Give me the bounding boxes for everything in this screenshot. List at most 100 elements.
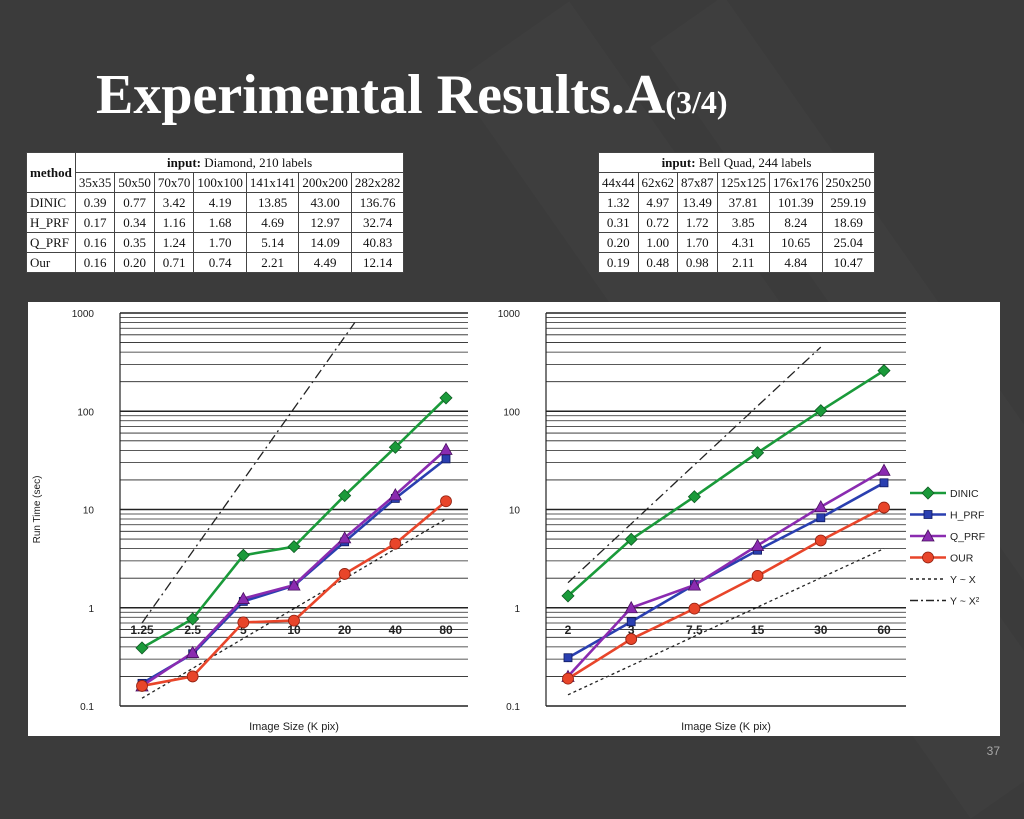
table-cell: 136.76 [350, 192, 405, 213]
table-cell: 0.17 [74, 212, 116, 233]
y-tick-label: 100 [77, 407, 94, 418]
table-cell: 3.85 [716, 212, 770, 233]
table-cell: 0.16 [74, 232, 116, 253]
table-cell: 18.69 [821, 212, 875, 233]
x-tick-label: 1.25 [130, 623, 154, 637]
table-corner-label: method [26, 152, 76, 193]
table-method-cell: Our [26, 252, 76, 273]
results-table-diamond: method input: Diamond, 210 labels 35x35 5… [26, 152, 405, 273]
table-column-header: 282x282 [350, 172, 405, 193]
legend-label: DINIC [950, 488, 979, 500]
data-point [816, 513, 826, 523]
reference-line [567, 548, 885, 696]
table-cell: 259.19 [821, 192, 875, 213]
y-tick-label: 10 [83, 506, 95, 517]
slide-title-suffix: (3/4) [665, 84, 728, 120]
x-axis-label: Image Size (K pix) [681, 721, 771, 733]
table-cell: 40.83 [350, 232, 405, 253]
data-point [185, 645, 200, 658]
table-cell: 4.19 [193, 192, 247, 213]
legend-marker [921, 529, 935, 542]
y-tick-label: 1 [514, 604, 520, 615]
table-method-cell: DINIC [26, 192, 76, 213]
table-cell: 1.68 [193, 212, 247, 233]
legend-marker [921, 486, 935, 500]
table-cell: 0.71 [153, 252, 195, 273]
data-point [388, 440, 402, 454]
data-point [814, 534, 827, 547]
data-point [561, 589, 575, 603]
x-tick-label: 15 [751, 623, 765, 637]
series-line [567, 506, 885, 680]
table-cell: 13.85 [245, 192, 300, 213]
table-cell: 4.49 [298, 252, 352, 273]
table-cell: 0.20 [598, 232, 639, 253]
charts-svg: 1000 100 10 1 0.1 1.25 2.5 5 10 20 40 80 Run Time (s… [32, 309, 985, 733]
table-row: 1.32 4.97 13.49 37.81 101.39 259.19 [598, 192, 875, 213]
table-cell: 12.14 [350, 252, 405, 273]
data-point [751, 446, 765, 460]
table-cell: 3.42 [153, 192, 195, 213]
x-tick-label: 5 [240, 623, 247, 637]
data-point [625, 633, 638, 645]
y-tick-label: 1000 [72, 309, 95, 320]
data-point [814, 404, 828, 418]
data-point [877, 463, 891, 476]
table-row: Q_PRF 0.16 0.35 1.24 1.70 5.14 14.09 40.83 [26, 232, 405, 253]
data-point [388, 488, 403, 501]
legend-label: Q_PRF [950, 531, 985, 543]
page-number: 37 [986, 744, 1000, 758]
table-cell: 4.69 [245, 212, 300, 233]
slide-title: Experimental Results.A(3/4) [96, 60, 728, 137]
series-line [567, 481, 885, 659]
y-tick-label: 1000 [498, 309, 521, 320]
series-line [567, 369, 885, 597]
data-point [136, 680, 148, 692]
table-cell: 0.16 [74, 252, 116, 273]
data-point [624, 600, 638, 614]
table-input-header: input: Diamond, 210 labels [74, 152, 405, 173]
legend-label: Y ~ X [950, 574, 976, 586]
table-cell: 0.39 [74, 192, 116, 213]
y-tick-label: 0.1 [506, 702, 520, 713]
data-point [878, 501, 890, 514]
table-input-header: input: Bell Quad, 244 labels [598, 152, 875, 173]
table-row: H_PRF 0.17 0.34 1.16 1.68 4.69 12.97 32.74 [26, 212, 405, 233]
table-row: 0.31 0.72 1.72 3.85 8.24 18.69 [598, 212, 875, 233]
table-cell: 0.48 [637, 252, 678, 273]
table-cell: 1.70 [677, 232, 718, 253]
table-cell: 37.81 [716, 192, 770, 213]
data-point [439, 442, 453, 455]
slide-title-main: Experimental Results.A [96, 64, 666, 126]
data-point [237, 616, 250, 629]
data-point [186, 612, 200, 626]
data-point [687, 578, 702, 591]
table-cell: 10.47 [821, 252, 875, 273]
data-point [439, 391, 453, 405]
x-tick-label: 30 [814, 623, 828, 637]
data-point [687, 490, 701, 504]
table-cell: 4.31 [716, 232, 770, 253]
data-point [624, 532, 638, 546]
x-tick-label: 2 [565, 623, 572, 637]
table-column-header: 200x200 [298, 172, 352, 193]
data-point [236, 591, 251, 604]
table-column-header: 125x125 [716, 172, 770, 193]
table-cell: 25.04 [821, 232, 875, 253]
table-column-header: 87x87 [677, 172, 718, 193]
table-column-header: 250x250 [821, 172, 875, 193]
y-tick-label: 10 [509, 506, 521, 517]
table-column-header: 50x50 [114, 172, 155, 193]
table-cell: 0.72 [637, 212, 678, 233]
y-tick-label: 1 [88, 604, 94, 615]
table-cell: 1.16 [153, 212, 195, 233]
data-point [135, 641, 149, 655]
table-row: DINIC 0.39 0.77 3.42 4.19 13.85 43.00 136.76 [26, 192, 405, 213]
table-cell: 13.49 [677, 192, 718, 213]
x-tick-label: 3 [628, 623, 635, 637]
legend-marker [922, 551, 934, 564]
table-cell: 4.97 [637, 192, 678, 213]
table-cell: 0.31 [598, 212, 639, 233]
x-tick-label: 40 [389, 623, 403, 637]
table-column-header: 70x70 [153, 172, 195, 193]
